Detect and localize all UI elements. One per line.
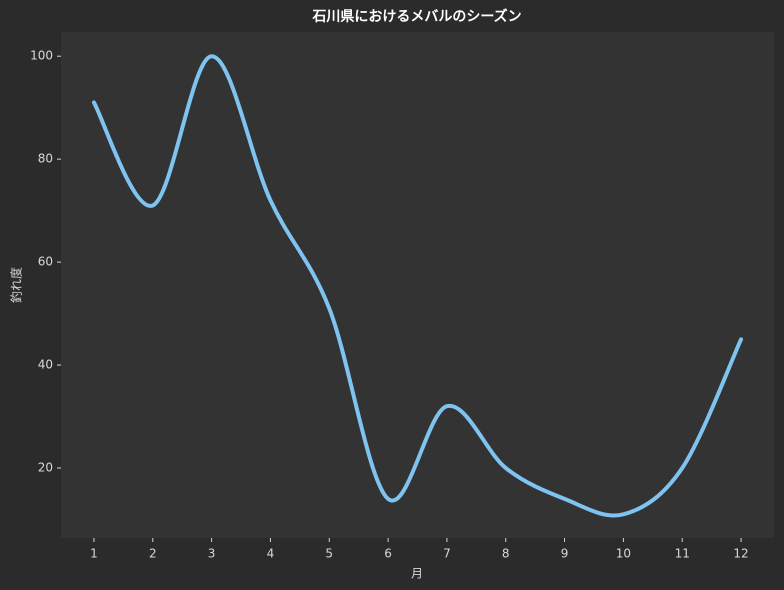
y-tick-label: 40 <box>38 358 53 372</box>
y-axis-label: 釣れ度 <box>9 267 24 303</box>
y-tick-label: 60 <box>38 255 53 269</box>
x-tick-label: 6 <box>384 547 392 561</box>
x-tick-label: 2 <box>149 547 157 561</box>
x-tick-label: 5 <box>325 547 333 561</box>
y-tick-label: 100 <box>30 49 53 63</box>
x-tick-label: 3 <box>208 547 216 561</box>
y-tick-label: 80 <box>38 152 53 166</box>
x-tick-label: 8 <box>502 547 510 561</box>
x-tick-label: 12 <box>733 547 748 561</box>
x-tick-label: 9 <box>561 547 569 561</box>
chart-title: 石川県におけるメバルのシーズン <box>311 8 521 25</box>
x-tick-label: 10 <box>616 547 631 561</box>
x-tick-label: 4 <box>267 547 275 561</box>
data-line <box>91 54 744 518</box>
x-axis-label: 月 <box>411 567 423 581</box>
x-tick-label: 11 <box>675 547 690 561</box>
plot-area <box>61 32 774 538</box>
y-tick-label: 20 <box>38 460 53 474</box>
x-tick-label: 1 <box>90 547 98 561</box>
x-tick-label: 7 <box>443 547 451 561</box>
